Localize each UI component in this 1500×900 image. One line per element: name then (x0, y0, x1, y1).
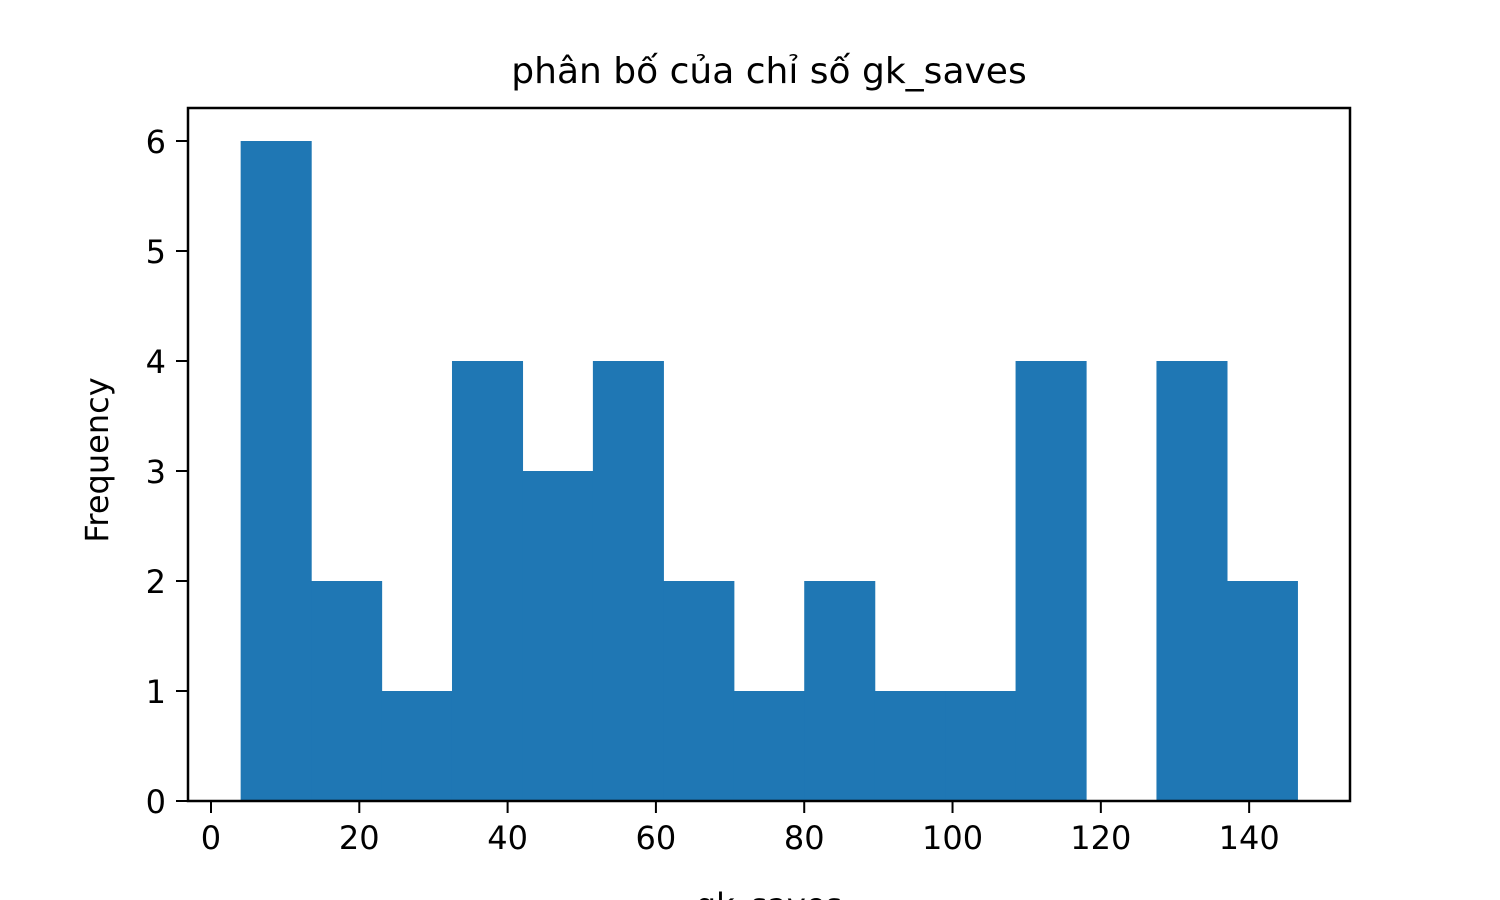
histogram-bar-8 (804, 581, 876, 801)
histogram-bar-1 (311, 581, 383, 801)
x-tick-label: 80 (784, 819, 825, 857)
histogram-bar-7 (733, 691, 805, 801)
y-tick-label: 3 (146, 453, 166, 491)
x-tick-label: 60 (636, 819, 677, 857)
histogram-bar-3 (451, 361, 524, 801)
histogram-bar-10 (945, 691, 1017, 801)
histogram-bar-5 (592, 361, 664, 801)
y-tick-label: 2 (146, 563, 166, 601)
histogram-bar-2 (381, 691, 453, 801)
x-tick-label: 0 (201, 819, 221, 857)
histogram-bar-14 (1226, 581, 1298, 801)
histogram-bar-9 (874, 691, 946, 801)
x-tick-label: 120 (1070, 819, 1131, 857)
histogram-bar-13 (1156, 361, 1228, 801)
x-axis-label: gk_saves (696, 886, 842, 900)
x-tick-label: 100 (922, 819, 983, 857)
x-tick-label: 40 (487, 819, 528, 857)
histogram-bar-11 (1015, 361, 1087, 801)
x-tick-label: 140 (1219, 819, 1280, 857)
histogram-bar-6 (663, 581, 735, 801)
y-axis-ticks: 0 1 2 3 4 5 6 (146, 123, 188, 821)
histogram-bar-4 (522, 471, 594, 801)
plot-frame (186, 106, 1352, 803)
y-tick-label: 5 (146, 233, 166, 271)
x-tick-label: 20 (339, 819, 380, 857)
chart-title: phân bố của chỉ số gk_saves (511, 51, 1026, 92)
x-axis-ticks: 0 20 40 60 80 100 120 140 (201, 801, 1280, 857)
histogram-bar-0 (240, 141, 312, 801)
y-tick-label: 6 (146, 123, 166, 161)
y-tick-label: 4 (146, 343, 166, 381)
y-tick-label: 0 (146, 783, 166, 821)
bars-group (240, 141, 1298, 801)
y-axis-label: Frequency (78, 377, 116, 542)
y-tick-label: 1 (146, 673, 166, 711)
